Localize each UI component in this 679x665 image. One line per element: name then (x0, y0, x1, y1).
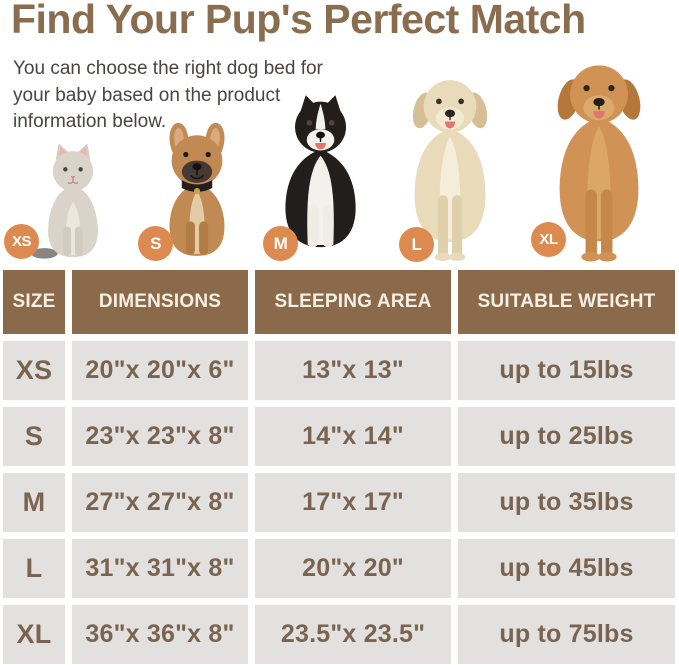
table-cell-size: L (3, 539, 65, 598)
table-cell-size: XL (3, 605, 65, 664)
table-cell-dimensions: 31"x 31"x 8" (72, 539, 248, 598)
cream-golden-retriever-image (386, 70, 514, 262)
table-cell-sleeping-area: 14"x 14" (255, 407, 451, 466)
table-cell-dimensions: 23"x 23"x 8" (72, 407, 248, 466)
size-badge-s: S (138, 226, 173, 261)
table-cell-dimensions: 27"x 27"x 8" (72, 473, 248, 532)
size-badge-xl: XL (531, 222, 566, 257)
size-table: SIZE DIMENSIONS SLEEPING AREA SUITABLE W… (3, 270, 675, 664)
size-badge-xs: XS (4, 224, 39, 259)
subtitle-line-3: information below. (13, 111, 167, 133)
table-cell-sleeping-area: 23.5"x 23.5" (255, 605, 451, 664)
page-title: Find Your Pup's Perfect Match (11, 0, 586, 42)
table-header-sleeping-area: SLEEPING AREA (255, 270, 451, 334)
table-cell-suitable-weight: up to 75lbs (458, 605, 675, 664)
table-cell-sleeping-area: 20"x 20" (255, 539, 451, 598)
table-cell-suitable-weight: up to 35lbs (458, 473, 675, 532)
table-cell-size: XS (3, 341, 65, 400)
table-header-suitable-weight: SUITABLE WEIGHT (458, 270, 675, 334)
table-cell-suitable-weight: up to 45lbs (458, 539, 675, 598)
size-badge-m: M (263, 226, 298, 261)
table-header-size: SIZE (3, 270, 65, 334)
table-cell-sleeping-area: 17"x 17" (255, 473, 451, 532)
pet-size-lineup: XS S M L XL (0, 0, 679, 268)
subtitle-line-2: your baby based on the product (13, 84, 281, 106)
table-cell-sleeping-area: 13"x 13" (255, 341, 451, 400)
table-cell-size: S (3, 407, 65, 466)
table-header-dimensions: DIMENSIONS (72, 270, 248, 334)
size-badge-l: L (399, 227, 434, 262)
table-cell-dimensions: 36"x 36"x 8" (72, 605, 248, 664)
golden-retriever-image (526, 55, 672, 262)
table-cell-dimensions: 20"x 20"x 6" (72, 341, 248, 400)
french-bulldog-image (146, 120, 248, 262)
border-collie-image (258, 92, 382, 262)
table-cell-suitable-weight: up to 25lbs (458, 407, 675, 466)
table-cell-size: M (3, 473, 65, 532)
subtitle-line-1: You can choose the right dog bed for (13, 58, 323, 79)
table-cell-suitable-weight: up to 15lbs (458, 341, 675, 400)
page-subtitle: You can choose the right dog bed for you… (13, 56, 323, 136)
cat-image (30, 142, 116, 262)
